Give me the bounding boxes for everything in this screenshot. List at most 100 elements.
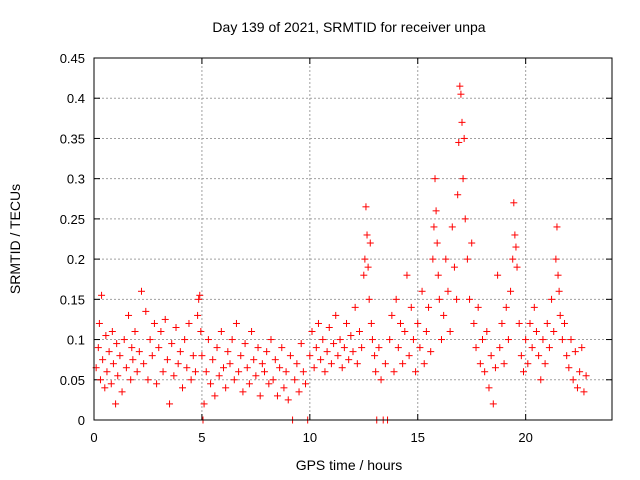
- data-point: [435, 295, 443, 303]
- data-point: [434, 271, 442, 279]
- data-point: [250, 356, 258, 364]
- data-point: [535, 352, 543, 360]
- data-point: [278, 344, 286, 352]
- data-point: [150, 319, 158, 327]
- data-point: [314, 319, 322, 327]
- data-point: [414, 319, 422, 327]
- data-point: [432, 207, 440, 215]
- data-point: [455, 138, 463, 146]
- data-point: [430, 223, 438, 231]
- data-point: [338, 364, 346, 372]
- data-point: [403, 271, 411, 279]
- plot-frame: [93, 57, 613, 421]
- data-point: [196, 291, 204, 299]
- y-tick-label: 0.2: [67, 252, 85, 267]
- data-point: [317, 356, 325, 364]
- data-point: [114, 372, 122, 380]
- data-point: [496, 344, 504, 352]
- data-point: [364, 263, 372, 271]
- data-point: [509, 255, 517, 263]
- data-point: [545, 344, 553, 352]
- data-point: [172, 323, 180, 331]
- data-point: [571, 348, 579, 356]
- axes: 0 0.05 0.1 0.15 0.2 0.25 0.3 0.35 0.4 0.45 0 5 10 15 2…: [60, 51, 612, 445]
- data-point: [422, 328, 430, 336]
- data-point: [351, 303, 359, 311]
- data-point: [409, 336, 417, 344]
- data-point: [479, 336, 486, 344]
- data-point: [563, 352, 571, 360]
- data-point: [456, 82, 464, 90]
- data-point: [291, 376, 299, 384]
- data-point: [144, 376, 152, 384]
- data-point: [556, 311, 564, 319]
- data-point: [561, 319, 569, 327]
- y-tick-label: 0.05: [60, 373, 85, 388]
- data-point: [101, 384, 109, 392]
- data-point: [377, 376, 385, 384]
- data-point: [580, 388, 588, 396]
- data-point: [261, 368, 269, 376]
- data-point: [168, 340, 176, 348]
- y-tick-label: 0.35: [60, 131, 85, 146]
- data-point: [416, 344, 424, 352]
- grid: [94, 58, 612, 420]
- data-point: [125, 311, 133, 319]
- y-tick-label: 0.1: [67, 333, 85, 348]
- chart-title: Day 139 of 2021, SRMTID for receiver unp…: [212, 19, 485, 35]
- data-point: [142, 307, 150, 315]
- data-point: [273, 392, 281, 400]
- data-point: [539, 336, 547, 344]
- data-point: [578, 344, 586, 352]
- data-points: [92, 82, 590, 424]
- data-point: [368, 336, 376, 344]
- data-point: [388, 311, 396, 319]
- data-point: [457, 90, 465, 98]
- data-point: [155, 344, 163, 352]
- data-point: [500, 360, 508, 368]
- data-point: [211, 392, 219, 400]
- data-point: [381, 360, 389, 368]
- data-point: [181, 336, 189, 344]
- data-point: [310, 364, 318, 372]
- data-point: [555, 287, 563, 295]
- data-point: [245, 380, 253, 388]
- data-point: [263, 348, 271, 356]
- data-point: [137, 287, 145, 295]
- data-point: [530, 303, 538, 311]
- data-point: [446, 328, 454, 336]
- data-point: [365, 295, 373, 303]
- data-point: [507, 287, 515, 295]
- data-point: [532, 328, 540, 336]
- data-point: [429, 255, 437, 263]
- data-point: [166, 400, 174, 408]
- data-point: [448, 223, 456, 231]
- data-point: [252, 372, 260, 380]
- data-point: [312, 344, 320, 352]
- data-point: [185, 319, 193, 327]
- data-point: [197, 328, 205, 336]
- data-point: [394, 344, 402, 352]
- data-point: [239, 388, 247, 396]
- data-point: [461, 215, 469, 223]
- x-tick-label: 15: [411, 430, 425, 445]
- data-point: [431, 175, 439, 183]
- data-point: [174, 360, 182, 368]
- data-point: [386, 336, 394, 344]
- data-point: [306, 352, 314, 360]
- data-point: [99, 356, 107, 364]
- data-point: [353, 360, 361, 368]
- data-point: [243, 364, 251, 372]
- data-point: [113, 340, 121, 348]
- data-point: [360, 271, 368, 279]
- data-point: [248, 328, 256, 336]
- data-point: [537, 376, 545, 384]
- data-point: [466, 295, 474, 303]
- data-point: [319, 336, 327, 344]
- data-point: [543, 319, 551, 327]
- data-point: [420, 360, 428, 368]
- data-point: [131, 328, 139, 336]
- data-point: [118, 388, 126, 396]
- data-point: [237, 352, 245, 360]
- x-axis-label: GPS time / hours: [296, 457, 403, 473]
